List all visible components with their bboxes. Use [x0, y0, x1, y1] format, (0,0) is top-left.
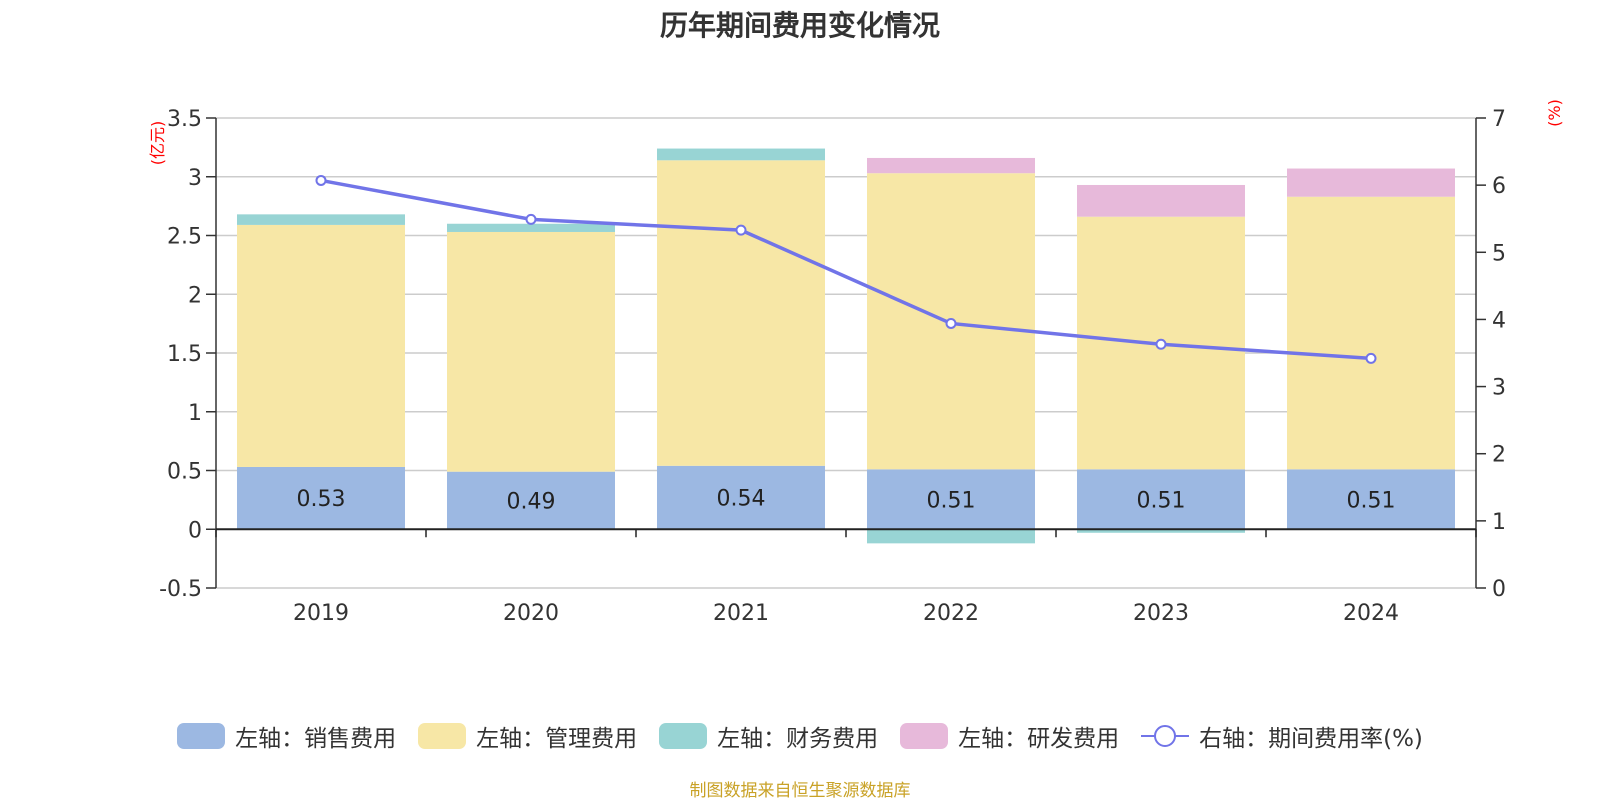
- legend-swatch-icon: [659, 723, 708, 749]
- left-tick-label: 2.5: [167, 225, 202, 250]
- bar-s0-2021: [657, 465, 825, 530]
- bar-s2-2022: [867, 529, 1035, 544]
- legend-item-4[interactable]: 右轴：期间费用率(%): [1141, 719, 1423, 753]
- left-tick-label: 3.5: [167, 107, 202, 132]
- grid-lines: [216, 117, 1476, 589]
- bar-s1-2020: [447, 231, 615, 472]
- rate-point-2023: [1155, 338, 1167, 350]
- bar-s0-2020: [447, 471, 615, 530]
- bar-s2-2019: [237, 214, 405, 225]
- left-axis-unit: (亿元): [148, 121, 167, 166]
- source-note: 制图数据来自恒生聚源数据库: [689, 781, 911, 801]
- legend-label: 左轴：研发费用: [958, 726, 1120, 752]
- bar-s0-2019: [237, 466, 405, 530]
- bar-data-label: 0.53: [297, 487, 346, 512]
- x-tick-label: 2021: [713, 601, 769, 626]
- right-tick-label: 7: [1492, 107, 1506, 132]
- rate-line-series: [315, 174, 1377, 364]
- bar-s2-2021: [657, 148, 825, 161]
- left-tick-label: 2: [188, 283, 202, 308]
- x-tick-label: 2023: [1133, 601, 1189, 626]
- bar-s2-2020: [447, 223, 615, 232]
- left-tick-label: 1: [188, 401, 202, 426]
- x-tick-label: 2022: [923, 601, 979, 626]
- legend-label: 左轴：销售费用: [235, 726, 397, 752]
- legend-line-icon: [1141, 725, 1190, 747]
- legend-item-3[interactable]: 左轴：研发费用: [900, 719, 1119, 753]
- right-axis-unit: (%): [1545, 99, 1564, 127]
- x-tick-label: 2019: [293, 601, 349, 626]
- rate-line: [320, 178, 1372, 361]
- right-tick-label: 2: [1492, 443, 1506, 468]
- right-tick-label: 1: [1492, 510, 1506, 535]
- legend-item-1[interactable]: 左轴：管理费用: [418, 719, 637, 753]
- chart-legend: 左轴：销售费用 左轴：管理费用 左轴：财务费用 左轴：研发费用 右轴：期间费用率(%): [0, 718, 1600, 754]
- bar-s3-2023: [1077, 184, 1245, 217]
- right-tick-label: 4: [1492, 308, 1506, 333]
- legend-item-0[interactable]: 左轴：销售费用: [177, 719, 396, 753]
- legend-swatch-icon: [900, 723, 949, 749]
- data-labels: 0.53 0.49 0.54 0.51 0.51 0.51: [297, 487, 1396, 515]
- left-tick-label: -0.5: [159, 577, 202, 602]
- rate-point-2024: [1365, 352, 1377, 364]
- legend-label: 右轴：期间费用率(%): [1199, 726, 1423, 752]
- rate-point-2021: [735, 224, 747, 236]
- bar-data-label: 0.51: [1137, 488, 1186, 513]
- rate-point-2020: [525, 213, 537, 225]
- right-tick-label: 6: [1492, 174, 1506, 199]
- bar-data-label: 0.51: [927, 488, 976, 513]
- right-tick-label: 5: [1492, 241, 1506, 266]
- left-tick-label: 3: [188, 166, 202, 191]
- legend-label: 左轴：财务费用: [717, 726, 879, 752]
- bar-series: [237, 148, 1455, 544]
- rate-point-2022: [945, 317, 957, 329]
- bar-s2-2023: [1077, 529, 1245, 533]
- right-tick-label: 0: [1492, 577, 1506, 602]
- bar-s0-2024: [1287, 469, 1455, 530]
- bar-s3-2024: [1287, 168, 1455, 197]
- bar-s1-2021: [657, 160, 825, 466]
- chart-title: 历年期间费用变化情况: [659, 9, 940, 42]
- bar-s3-2022: [867, 157, 1035, 174]
- legend-label: 左轴：管理费用: [476, 726, 638, 752]
- bar-data-label: 0.51: [1347, 488, 1396, 513]
- legend-swatch-icon: [418, 723, 467, 749]
- bar-data-label: 0.54: [717, 487, 766, 512]
- bar-s0-2023: [1077, 469, 1245, 530]
- left-tick-label: 0.5: [167, 460, 202, 485]
- x-tick-label: 2024: [1343, 601, 1399, 626]
- bar-s1-2019: [237, 224, 405, 467]
- rate-point-2019: [315, 174, 327, 186]
- x-tick-label: 2020: [503, 601, 559, 626]
- right-tick-label: 3: [1492, 376, 1506, 401]
- legend-swatch-icon: [177, 723, 226, 749]
- bar-s0-2022: [867, 469, 1035, 530]
- legend-item-2[interactable]: 左轴：财务费用: [659, 719, 878, 753]
- left-tick-label: 1.5: [167, 342, 202, 367]
- left-tick-label: 0: [188, 518, 202, 543]
- bar-s1-2024: [1287, 196, 1455, 470]
- bar-data-label: 0.49: [507, 489, 556, 514]
